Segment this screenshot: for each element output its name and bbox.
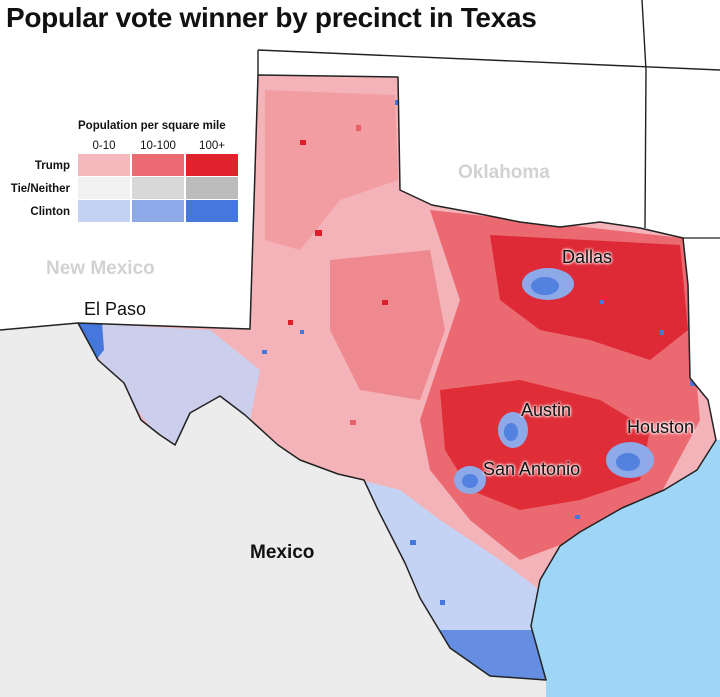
swatch-clinton-low <box>78 200 130 222</box>
el-paso-area <box>78 322 104 360</box>
legend-row-tie: Tie/Neither <box>10 183 70 195</box>
el-paso-label: El Paso <box>84 299 147 319</box>
dense-northeast-region <box>490 235 688 360</box>
houston-label: Houston <box>627 417 695 437</box>
legend-col-high: 100+ <box>199 140 225 152</box>
san-antonio-label: San Antonio <box>483 459 581 479</box>
dallas-cluster-core <box>531 277 559 295</box>
texas-border <box>77 74 717 681</box>
san-antonio-cluster-core <box>462 474 478 488</box>
legend-row-trump: Trump <box>34 160 70 172</box>
swatch-clinton-mid <box>132 200 184 222</box>
swatch-tie-low <box>78 177 130 199</box>
kansas-arkansas-border <box>641 0 647 71</box>
swatch-trump-high <box>186 154 238 176</box>
swatch-trump-low <box>78 154 130 176</box>
new-mexico-west-border <box>0 322 79 331</box>
panhandle-mid-region <box>265 90 398 250</box>
legend-col-mid: 10-100 <box>140 140 176 152</box>
gulf-of-mexico <box>531 440 720 697</box>
page-title: Popular vote winner by precinct in Texas <box>6 2 537 33</box>
oklahoma-label: Oklahoma <box>458 162 550 183</box>
legend-col-low: 0-10 <box>92 140 116 152</box>
austin-cluster-core <box>504 423 518 441</box>
precinct-specks <box>262 100 695 605</box>
legend-title: Population per square mile <box>78 120 226 132</box>
houston-cluster-core <box>616 453 640 471</box>
mexico-label: Mexico <box>250 542 315 563</box>
oklahoma-north-border <box>257 49 720 71</box>
austin-label: Austin <box>521 400 572 420</box>
dense-central-region <box>440 380 650 510</box>
oklahoma-east-border <box>644 69 647 229</box>
new-mexico-label: New Mexico <box>46 258 155 279</box>
swatch-tie-high <box>186 177 238 199</box>
swatch-tie-mid <box>132 177 184 199</box>
swatch-trump-mid <box>132 154 184 176</box>
mexico-landmass <box>0 323 546 697</box>
legend: Population per square mile 0-10 10-100 1… <box>0 120 250 222</box>
legend-row-clinton: Clinton <box>30 206 70 218</box>
swatch-clinton-high <box>186 200 238 222</box>
central-west-mid-region <box>330 250 445 400</box>
dallas-label: Dallas <box>562 247 613 267</box>
